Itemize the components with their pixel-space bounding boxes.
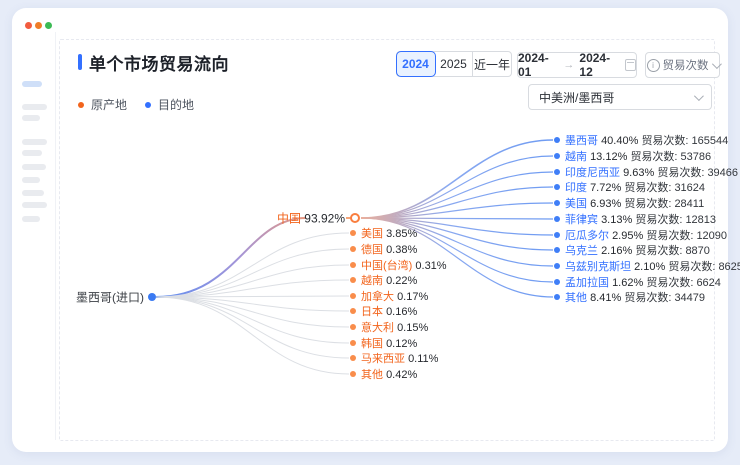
sidebar-item[interactable] xyxy=(22,216,40,222)
origin-node[interactable]: 德国 0.38% xyxy=(361,244,418,256)
chart-legend: 原产地 目的地 xyxy=(78,96,194,113)
sidebar-item[interactable] xyxy=(22,115,40,121)
origin-node[interactable]: 中国(台湾) 0.31% xyxy=(361,260,447,272)
sidebar-item[interactable] xyxy=(22,104,47,110)
tab-2025[interactable]: 2025 xyxy=(435,52,473,76)
tab-2024[interactable]: 2024 xyxy=(397,52,435,76)
maximize-button[interactable] xyxy=(45,22,52,29)
legend-destination[interactable]: 目的地 xyxy=(145,96,194,113)
sidebar-item[interactable] xyxy=(22,177,40,183)
destination-node[interactable]: 孟加拉国 1.62% 贸易次数: 6624 xyxy=(565,277,721,289)
title-accent-bar xyxy=(78,54,82,70)
legend-origin-label: 原产地 xyxy=(91,98,128,112)
destination-node[interactable]: 乌克兰 2.16% 贸易次数: 8870 xyxy=(565,245,710,257)
origin-node-main[interactable]: 中国 93.92% xyxy=(276,211,345,226)
market-select[interactable]: 中美洲/墨西哥 xyxy=(528,84,712,110)
window-controls xyxy=(25,22,52,29)
sidebar-item[interactable] xyxy=(22,190,44,196)
market-select-value: 中美洲/墨西哥 xyxy=(539,90,615,105)
page-title: 单个市场贸易流向 xyxy=(89,55,229,74)
origin-node[interactable]: 马来西亚 0.11% xyxy=(361,353,439,365)
date-range-picker[interactable]: 2024-01 → 2024-12 xyxy=(517,51,637,79)
sidebar-item[interactable] xyxy=(22,150,42,156)
app-window: 单个市场贸易流向 2024 2025 近一年 2024-01 → 2024-12… xyxy=(12,8,740,452)
origin-dot-icon xyxy=(78,101,84,108)
tab-recent-year[interactable]: 近一年 xyxy=(473,57,510,72)
main-panel xyxy=(59,39,715,441)
date-range-arrow-icon: → xyxy=(563,59,575,71)
sidebar-item[interactable] xyxy=(22,139,47,145)
sidebar xyxy=(12,32,56,440)
destination-node[interactable]: 乌兹别克斯坦 2.10% 贸易次数: 8625 xyxy=(565,261,740,273)
date-end: 2024-12 xyxy=(579,51,611,79)
destination-dot-icon xyxy=(145,101,152,108)
legend-origin[interactable]: 原产地 xyxy=(78,96,127,113)
origin-node[interactable]: 韩国 0.12% xyxy=(361,338,418,350)
calendar-icon xyxy=(624,59,636,71)
destination-node[interactable]: 其他 8.41% 贸易次数: 34479 xyxy=(565,292,706,304)
origin-node[interactable]: 其他 0.42% xyxy=(361,369,418,381)
info-icon: i xyxy=(646,58,660,72)
sidebar-item[interactable] xyxy=(22,164,46,170)
origin-node[interactable]: 意大利 0.15% xyxy=(361,322,429,334)
destination-node[interactable]: 印度尼西亚 9.63% 贸易次数: 39466 xyxy=(565,167,739,179)
origin-node[interactable]: 越南 0.22% xyxy=(361,275,418,287)
metric-select[interactable]: i 贸易次数 xyxy=(645,52,722,78)
origin-node[interactable]: 美国 3.85% xyxy=(361,228,418,240)
minimize-button[interactable] xyxy=(35,22,42,29)
destination-node[interactable]: 墨西哥 40.40% 贸易次数: 165544 xyxy=(565,135,729,147)
chevron-down-icon xyxy=(693,90,704,101)
close-button[interactable] xyxy=(25,22,32,29)
origin-node[interactable]: 加拿大 0.17% xyxy=(361,291,429,303)
root-node[interactable]: 墨西哥(进口) xyxy=(76,290,144,305)
chevron-down-icon xyxy=(711,58,722,69)
destination-node[interactable]: 菲律宾 3.13% 贸易次数: 12813 xyxy=(565,214,717,226)
destination-node[interactable]: 厄瓜多尔 2.95% 贸易次数: 12090 xyxy=(565,230,728,242)
sidebar-item[interactable] xyxy=(22,202,47,208)
origin-node[interactable]: 日本 0.16% xyxy=(361,306,418,318)
destination-node[interactable]: 印度 7.72% 贸易次数: 31624 xyxy=(565,182,706,194)
year-tab-group: 2024 2025 近一年 xyxy=(396,51,512,77)
destination-node[interactable]: 越南 13.12% 贸易次数: 53786 xyxy=(565,151,712,163)
sidebar-item[interactable] xyxy=(22,81,42,87)
metric-select-value: 贸易次数 xyxy=(662,60,709,72)
date-start: 2024-01 xyxy=(518,51,549,79)
legend-destination-label: 目的地 xyxy=(158,98,195,112)
destination-node[interactable]: 美国 6.93% 贸易次数: 28411 xyxy=(565,198,705,210)
